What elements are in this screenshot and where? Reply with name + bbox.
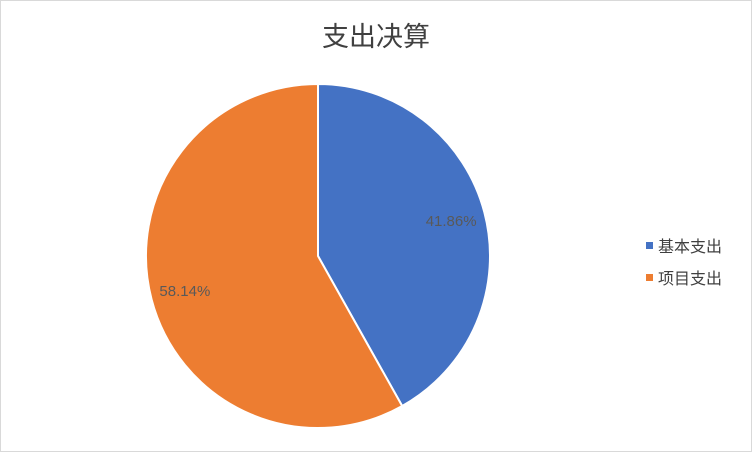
legend-label-basic: 基本支出 <box>658 237 723 256</box>
data-label-basic: 41.86% <box>426 213 477 230</box>
legend: 基本支出 项目支出 <box>646 229 722 293</box>
legend-item-project: 项目支出 <box>646 261 722 293</box>
legend-label-project: 项目支出 <box>658 269 723 288</box>
legend-swatch-basic <box>646 241 653 249</box>
chart-title: 支出决算 <box>322 22 430 53</box>
legend-item-basic: 基本支出 <box>646 229 722 261</box>
pie-slice-basic <box>317 82 491 408</box>
pie-slice-project <box>145 82 404 429</box>
data-label-project: 58.14% <box>159 283 210 300</box>
legend-swatch-project <box>646 273 653 281</box>
